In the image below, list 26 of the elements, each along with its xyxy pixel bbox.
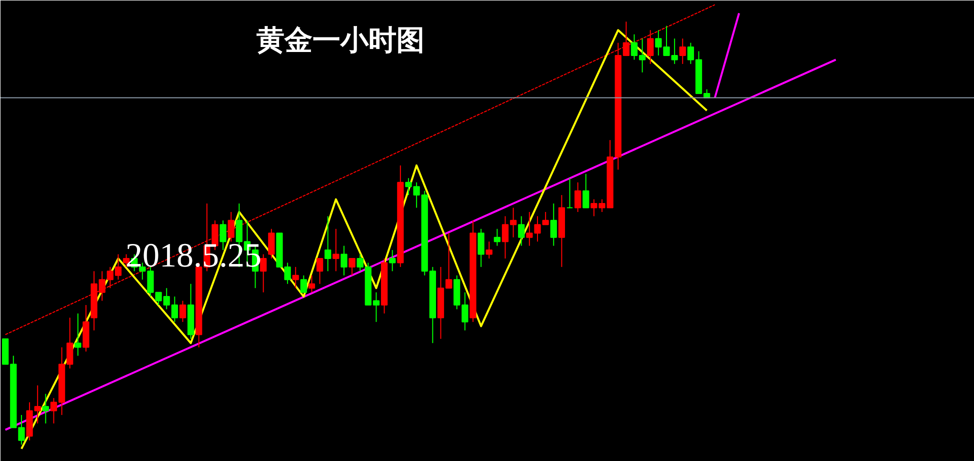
candlestick bbox=[42, 393, 49, 424]
candlestick bbox=[348, 258, 356, 276]
candlestick bbox=[566, 178, 574, 208]
candlestick bbox=[300, 274, 307, 293]
candlestick bbox=[494, 228, 500, 246]
candlestick bbox=[518, 216, 525, 246]
candlestick bbox=[647, 30, 654, 64]
candlestick bbox=[389, 250, 396, 272]
candlestick bbox=[268, 228, 275, 259]
candlestick bbox=[292, 266, 299, 289]
candlestick bbox=[550, 203, 557, 246]
candlestick bbox=[478, 228, 484, 268]
candlestick bbox=[574, 182, 582, 212]
candlestick bbox=[582, 173, 590, 208]
candlestick bbox=[74, 312, 82, 356]
candlestick bbox=[679, 38, 686, 64]
candlestick bbox=[340, 245, 348, 276]
candlestick bbox=[228, 211, 234, 242]
candlestick bbox=[260, 254, 267, 293]
candlestick bbox=[332, 228, 340, 272]
chart-title: 黄金一小时图 bbox=[256, 24, 424, 56]
candlestick bbox=[316, 258, 324, 284]
candlestick bbox=[308, 274, 316, 293]
candlestick bbox=[486, 241, 492, 259]
candlestick bbox=[179, 300, 186, 322]
candlestick bbox=[324, 216, 332, 272]
